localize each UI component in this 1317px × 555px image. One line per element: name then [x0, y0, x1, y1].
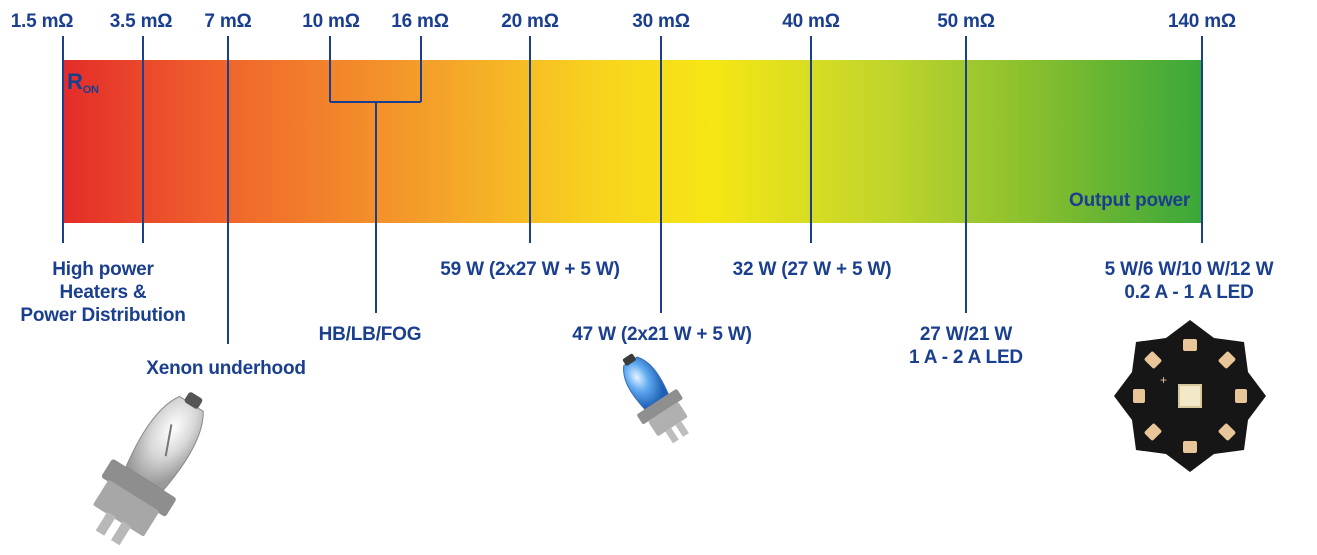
load-47w-label: 47 W (2x21 W + 5 W) [572, 324, 752, 345]
tick-label-30-mohm: 30 mΩ [632, 11, 690, 32]
ron-title: RON [67, 70, 99, 102]
load-5w-line-2: 0.2 A - 1 A LED [1124, 282, 1254, 303]
tick-label-1-5-mohm: 1.5 mΩ [10, 11, 74, 32]
high-power-line-1: High power [52, 259, 154, 280]
xenon-underhood-label: Xenon underhood [146, 358, 306, 379]
high-power-label: High power Heaters & Power Distribution [20, 258, 185, 327]
load-27w-label: 27 W/21 W 1 A - 2 A LED [909, 323, 1023, 369]
tick-label-3-5-mohm: 3.5 mΩ [109, 11, 173, 32]
tick-label-20-mohm: 20 mΩ [501, 11, 559, 32]
tick-label-16-mohm: 16 mΩ [391, 11, 449, 32]
ron-title-main: R [67, 69, 83, 94]
tick-label-50-mohm: 50 mΩ [937, 11, 995, 32]
tick-label-10-mohm: 10 mΩ [302, 11, 360, 32]
ron-title-sub: ON [82, 84, 99, 96]
load-59w-label: 59 W (2x27 W + 5 W) [440, 259, 620, 280]
hb-lb-fog-label: HB/LB/FOG [318, 324, 422, 345]
star-led-icon: + [1114, 320, 1266, 472]
tick-label-140-mohm: 140 mΩ [1168, 11, 1236, 32]
output-power-label: Output power [1069, 190, 1191, 211]
high-power-line-3: Power Distribution [20, 305, 186, 326]
load-27w-line-2: 1 A - 2 A LED [909, 347, 1023, 368]
svg-text:+: + [1160, 373, 1167, 387]
blue-halogen-bulb-icon [622, 353, 689, 444]
halogen-bulb-icon [93, 392, 204, 546]
tick-lines [62, 36, 1203, 344]
load-5w-label: 5 W/6 W/10 W/12 W 0.2 A - 1 A LED [1105, 258, 1274, 304]
load-32w-label: 32 W (27 W + 5 W) [732, 259, 892, 280]
load-5w-line-1: 5 W/6 W/10 W/12 W [1104, 259, 1274, 280]
ron-gradient-bar [63, 60, 1202, 223]
tick-label-40-mohm: 40 mΩ [782, 11, 840, 32]
high-power-line-2: Heaters & [59, 282, 147, 303]
load-27w-line-1: 27 W/21 W [919, 324, 1013, 345]
tick-label-7-mohm: 7 mΩ [204, 11, 252, 32]
